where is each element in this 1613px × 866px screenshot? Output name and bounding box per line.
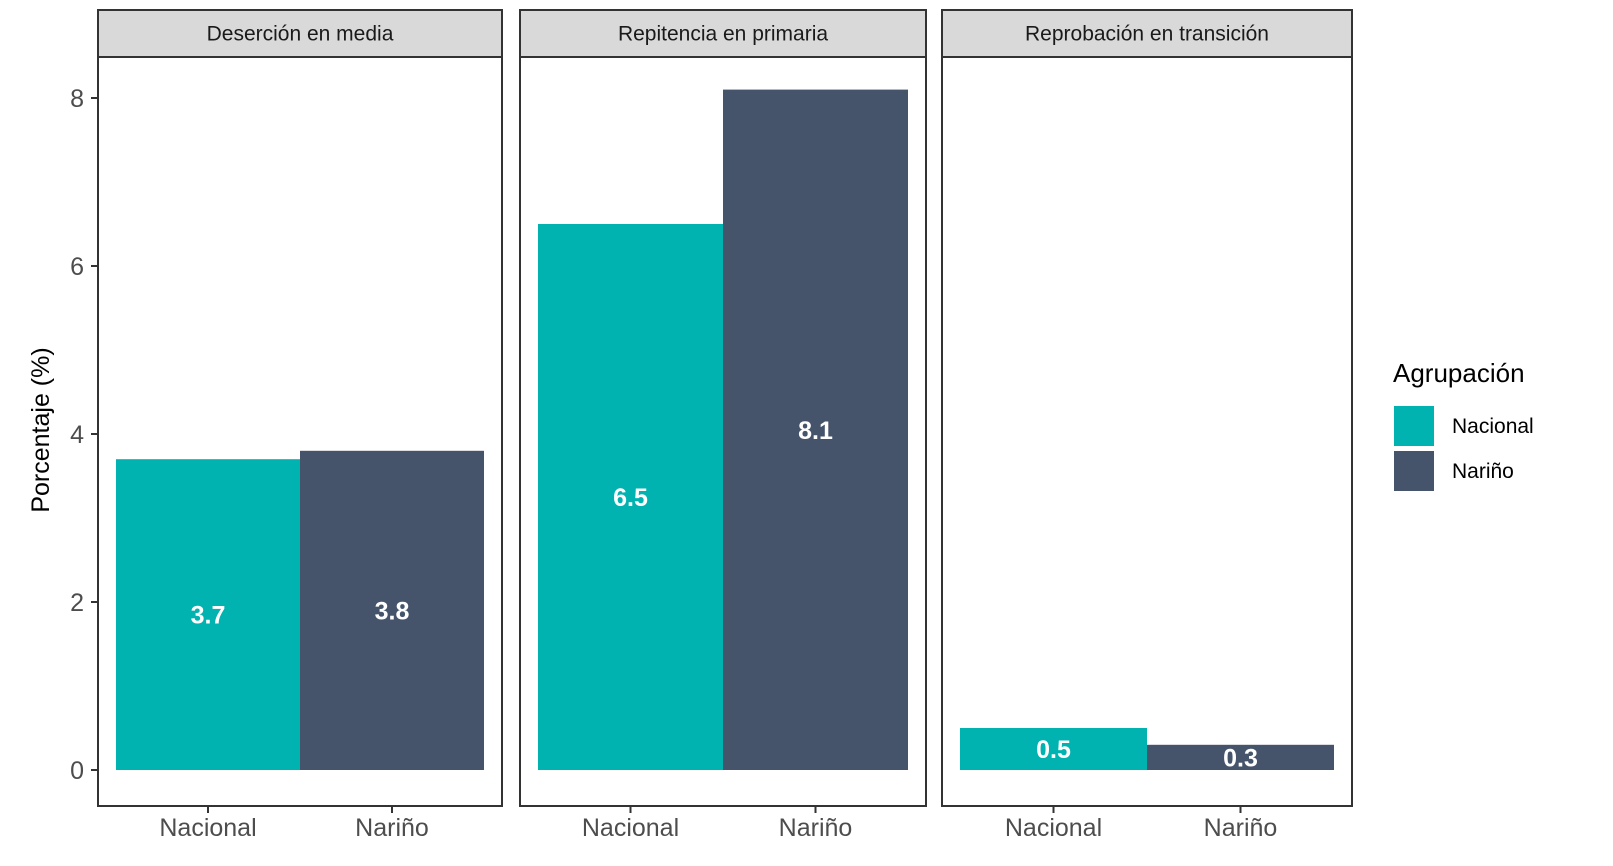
bar-nariño (1147, 744, 1334, 770)
facet-strip (97, 9, 503, 58)
facet-title: Deserción en media (207, 23, 394, 46)
legend-title: Agrupación (1393, 358, 1525, 388)
bar-nariño (300, 450, 484, 770)
x-tick-label: Nariño (1204, 814, 1278, 842)
bar-data-label: 0.5 (1036, 736, 1071, 764)
bar-data-label: 0.3 (1223, 744, 1258, 772)
y-tick-label: 6 (70, 253, 84, 281)
y-tick-label: 2 (70, 589, 84, 617)
y-tick-label: 0 (70, 757, 84, 785)
bar-nacional (116, 459, 300, 770)
legend-key-nariño (1394, 451, 1434, 491)
bar-nacional (538, 224, 723, 770)
facet-strip (941, 9, 1353, 58)
y-tick-label: 4 (70, 421, 84, 449)
y-axis-title: Porcentaje (%) (27, 347, 55, 512)
bar-data-label: 3.8 (375, 597, 410, 625)
bar-nacional (960, 728, 1147, 770)
facet-strip (519, 9, 927, 58)
x-tick-label: Nacional (1005, 814, 1102, 842)
x-tick-label: Nariño (779, 814, 853, 842)
legend-key-nacional (1394, 406, 1434, 446)
y-tick-label: 8 (70, 85, 84, 113)
x-tick-label: Nariño (355, 814, 429, 842)
x-tick-label: Nacional (582, 814, 679, 842)
facet-title: Reprobación en transición (1025, 23, 1269, 46)
legend-entry-label: Nariño (1452, 460, 1514, 483)
facet-title: Repitencia en primaria (618, 23, 828, 46)
x-tick-label: Nacional (159, 814, 256, 842)
bar-data-label: 3.7 (191, 602, 226, 630)
bar-data-label: 8.1 (798, 417, 833, 445)
bar-nariño (723, 89, 908, 771)
facet-panel (941, 56, 1353, 807)
bar-data-label: 6.5 (613, 484, 648, 512)
legend-entry-label: Nacional (1452, 415, 1534, 438)
